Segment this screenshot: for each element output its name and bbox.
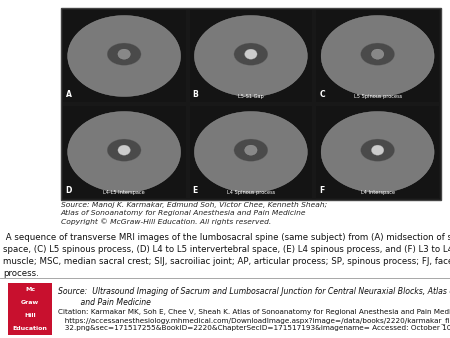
Bar (189, 10, 312, 102)
Text: E: E (193, 186, 198, 195)
Bar (316, 10, 439, 102)
Text: Citation: Karmakar MK, Soh E, Chee V, Sheah K. Atlas of Sonoanatomy for Regional: Citation: Karmakar MK, Soh E, Chee V, Sh… (58, 309, 450, 331)
Bar (63, 106, 185, 198)
Text: Mc: Mc (25, 287, 35, 292)
Text: B: B (193, 90, 198, 99)
Text: D: D (66, 186, 72, 195)
Ellipse shape (234, 139, 268, 161)
Ellipse shape (371, 145, 384, 155)
Bar (316, 106, 439, 198)
Ellipse shape (245, 49, 257, 59)
Text: L5 Spinous process: L5 Spinous process (354, 94, 402, 99)
Text: Education: Education (13, 326, 47, 331)
Bar (189, 106, 312, 198)
Ellipse shape (194, 112, 307, 192)
Ellipse shape (107, 139, 141, 161)
Bar (8, 283, 52, 335)
Ellipse shape (194, 16, 307, 96)
Ellipse shape (245, 145, 257, 155)
Ellipse shape (321, 112, 434, 192)
Ellipse shape (371, 49, 384, 59)
Text: Hill: Hill (24, 313, 36, 318)
Text: Source: Manoj K. Karmakar, Edmund Soh, Victor Chee, Kenneth Sheah;
Atlas of Sono: Source: Manoj K. Karmakar, Edmund Soh, V… (61, 202, 327, 225)
Ellipse shape (361, 43, 395, 65)
Text: L4-L5 Interspace: L4-L5 Interspace (103, 190, 145, 195)
Text: C: C (319, 90, 325, 99)
Text: L4 Interspace: L4 Interspace (360, 190, 395, 195)
Ellipse shape (321, 16, 434, 96)
Ellipse shape (107, 43, 141, 65)
Ellipse shape (234, 43, 268, 65)
Text: L5-S1 Gap: L5-S1 Gap (238, 94, 264, 99)
Text: A: A (66, 90, 72, 99)
Text: Graw: Graw (21, 300, 39, 305)
Ellipse shape (118, 145, 130, 155)
Ellipse shape (361, 139, 395, 161)
Text: A sequence of transverse MRI images of the lumbosacral spine (same subject) from: A sequence of transverse MRI images of t… (3, 233, 450, 279)
Text: L4 Spinous process: L4 Spinous process (227, 190, 275, 195)
Ellipse shape (68, 16, 180, 96)
Text: Source:  Ultrasound Imaging of Sacrum and Lumbosacral Junction for Central Neura: Source: Ultrasound Imaging of Sacrum and… (58, 287, 450, 308)
Ellipse shape (68, 112, 180, 192)
Bar (63, 10, 185, 102)
Bar (61, 8, 441, 200)
Ellipse shape (118, 49, 130, 59)
Text: F: F (319, 186, 324, 195)
